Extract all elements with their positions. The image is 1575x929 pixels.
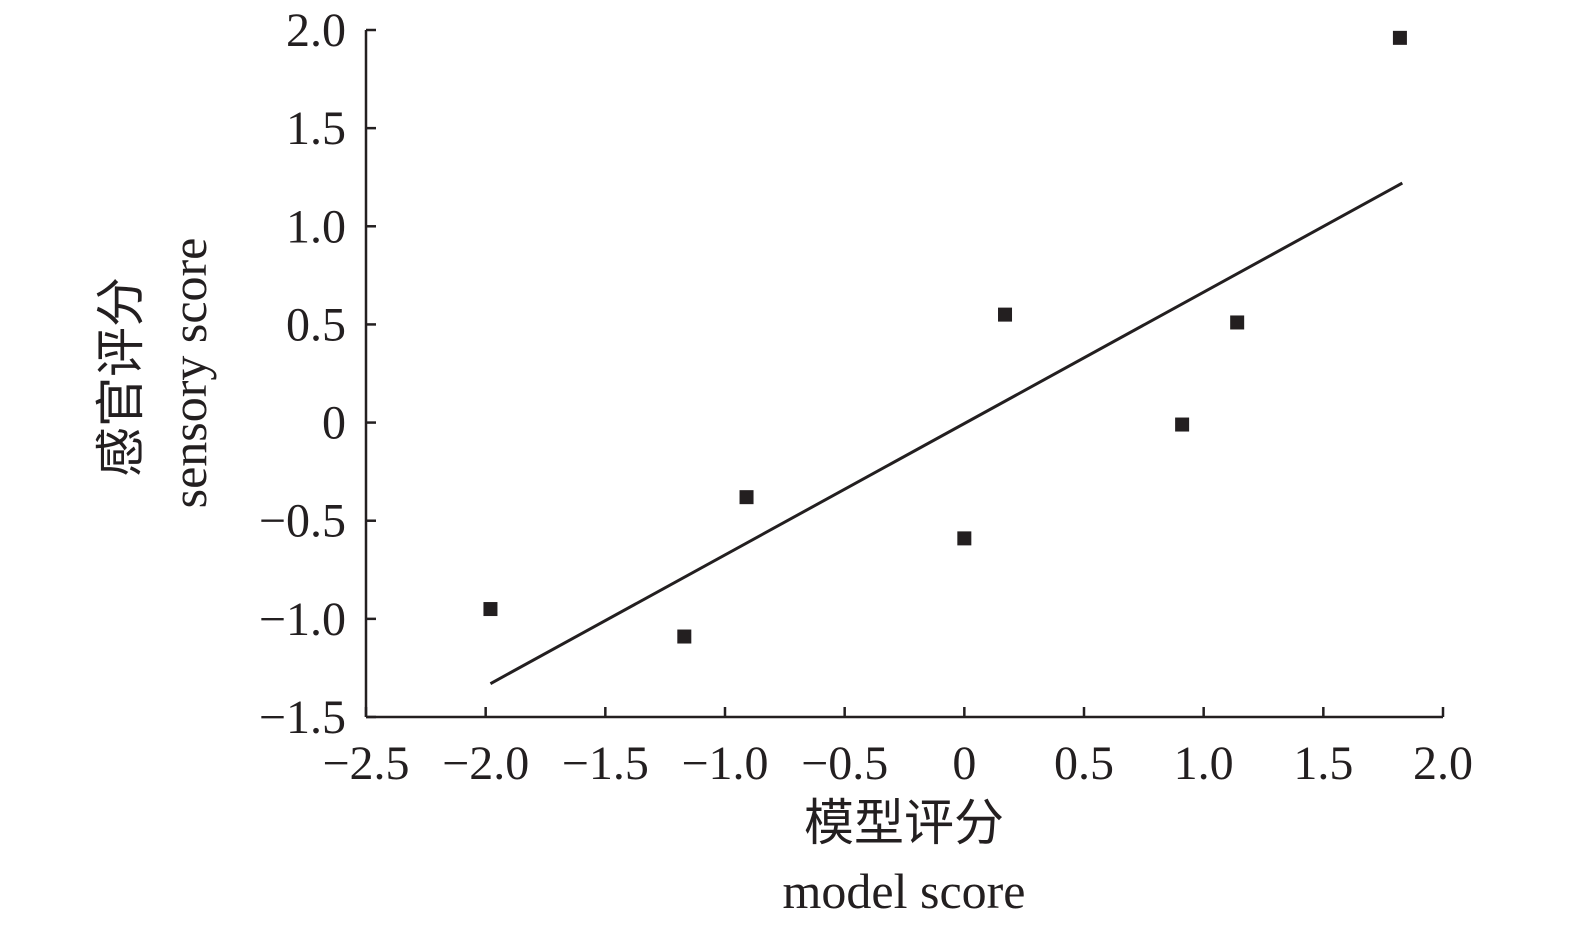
y-tick-label: 2.0 [286, 4, 346, 57]
x-tick-label: 1.0 [1174, 737, 1234, 790]
axis-titles: 模型评分 model score 感官评分 sensory score [93, 238, 1025, 919]
data-point [1230, 315, 1245, 330]
y-tick-label: 1.5 [286, 102, 346, 155]
trend-line [489, 181, 1404, 685]
x-tick-label: −1.5 [562, 737, 649, 790]
trend-line-group [489, 181, 1404, 685]
y-tick-label: 0 [322, 397, 346, 450]
y-tick-label: −1.0 [259, 593, 346, 646]
y-tick-label: 1.0 [286, 200, 346, 253]
data-points [483, 30, 1407, 644]
x-tick-label: −0.5 [801, 737, 888, 790]
x-tick-label: 0.5 [1054, 737, 1114, 790]
data-point [1175, 417, 1190, 432]
data-point [677, 629, 692, 644]
x-tick-label: −2.0 [442, 737, 529, 790]
y-axis-title-english: sensory score [161, 238, 217, 509]
data-point [957, 531, 972, 546]
x-tick-label: 2.0 [1413, 737, 1473, 790]
data-point [483, 602, 498, 617]
x-tick-label: 1.5 [1293, 737, 1353, 790]
x-axis-title-english: model score [783, 863, 1026, 919]
x-tick-label: 0 [952, 737, 976, 790]
data-point [998, 307, 1013, 322]
y-tick-label: −1.5 [259, 691, 346, 744]
x-axis-title-chinese: 模型评分 [804, 795, 1004, 851]
x-tick-label: −2.5 [322, 737, 409, 790]
axes: −2.5 −2.0 −1.5 −1.0 −0.5 0 0.5 1.0 1.5 2.0 −1.5 −1.… [259, 4, 1473, 790]
y-tick-label: 0.5 [286, 298, 346, 351]
y-axis-title-chinese: 感官评分 [93, 277, 149, 477]
x-tick-label: −1.0 [681, 737, 768, 790]
data-point [1392, 30, 1407, 45]
y-tick-label: −0.5 [259, 495, 346, 548]
data-point [739, 490, 754, 505]
